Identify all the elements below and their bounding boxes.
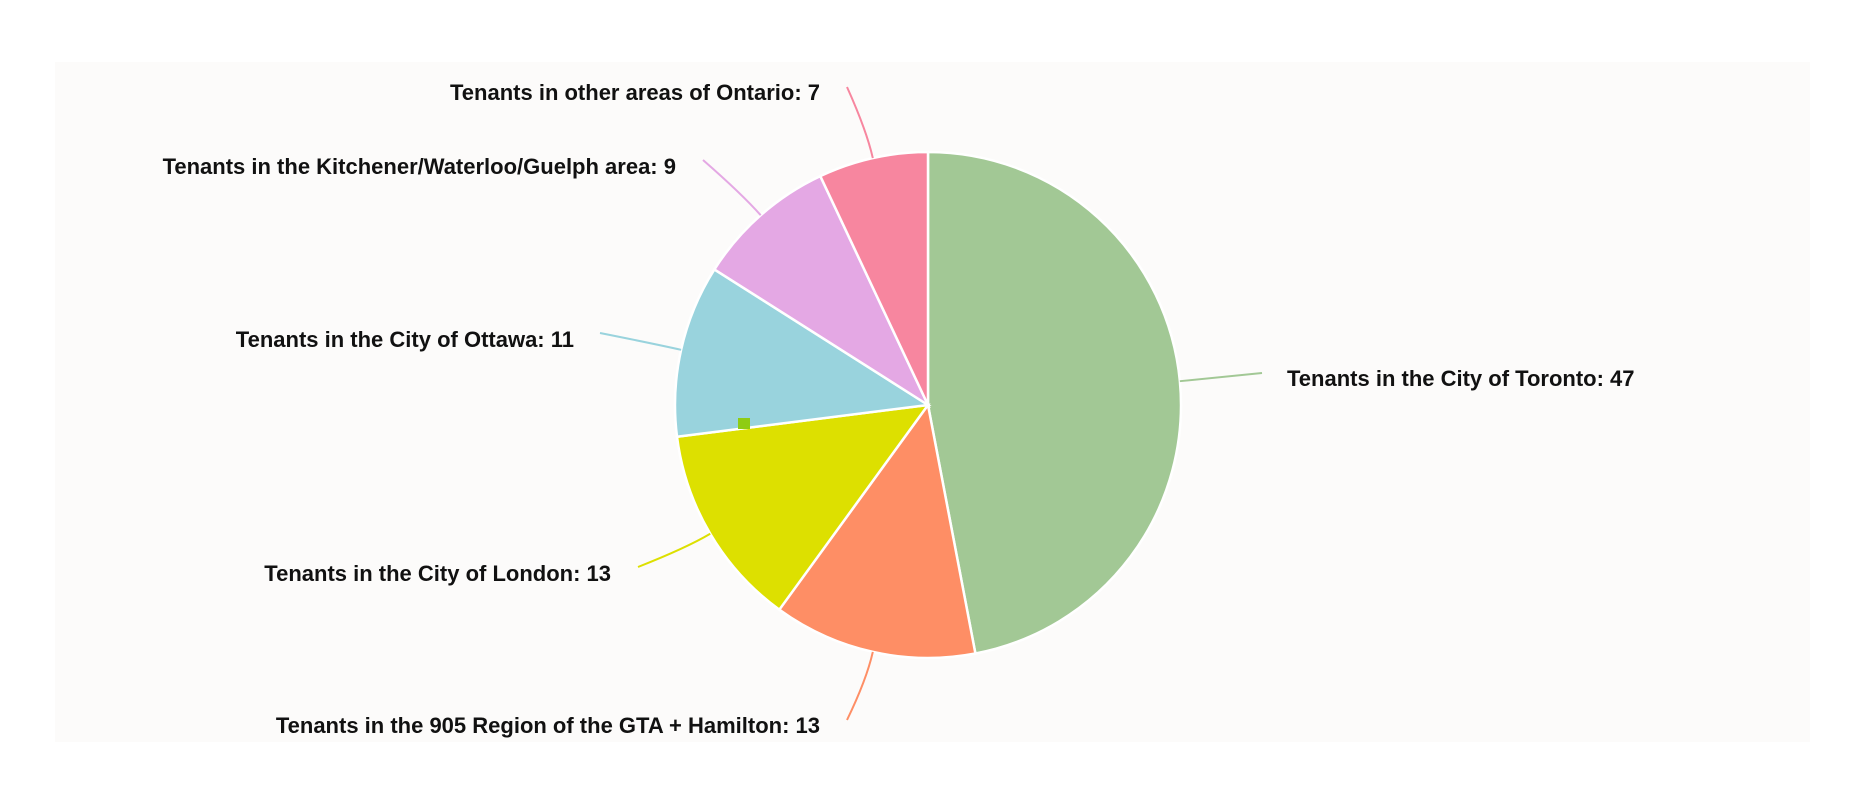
slice-london xyxy=(675,403,931,612)
slice-other-ontario xyxy=(818,150,930,406)
leader-ottawa xyxy=(599,332,682,351)
label-other-ontario: Tenants in other areas of Ontario: 7 xyxy=(450,80,820,105)
label-905-gta-hamilton: Tenants in the 905 Region of the GTA + H… xyxy=(276,713,820,738)
slice-ottawa xyxy=(673,267,932,439)
slice-toronto xyxy=(926,150,1183,655)
leader-other-ontario xyxy=(846,86,874,159)
slice-kitchener-waterloo-guelph xyxy=(712,174,931,409)
slice-labels: Tenants in the City of Toronto: 47 Tenan… xyxy=(163,80,1635,738)
label-kitchener-waterloo-guelph: Tenants in the Kitchener/Waterloo/Guelph… xyxy=(163,154,676,179)
leader-lines xyxy=(599,86,1263,721)
leader-toronto xyxy=(1179,372,1263,383)
leader-kitchener-waterloo-guelph xyxy=(702,159,762,216)
label-london: Tenants in the City of London: 13 xyxy=(264,561,611,586)
leader-905-gta-hamilton xyxy=(846,651,874,721)
label-toronto: Tenants in the City of Toronto: 47 xyxy=(1287,366,1635,391)
small-marker xyxy=(738,418,750,429)
leader-london xyxy=(637,532,711,568)
label-ottawa: Tenants in the City of Ottawa: 11 xyxy=(236,327,574,352)
pie-slices xyxy=(673,150,1183,660)
